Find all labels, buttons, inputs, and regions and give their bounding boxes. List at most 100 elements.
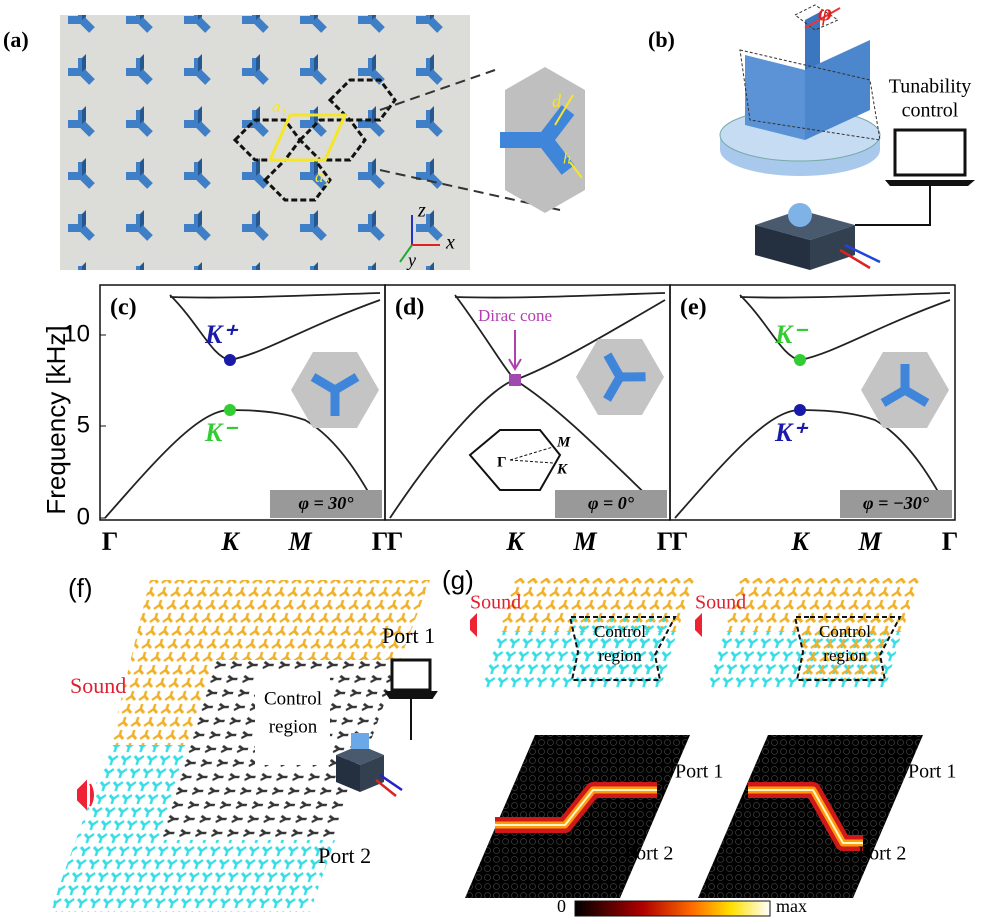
- brillouin-zone: [468, 429, 562, 491]
- panel-label: (f): [68, 573, 93, 603]
- shape-path: [554, 94, 583, 179]
- field-setup: Sound Control region: [695, 578, 920, 690]
- shape: [810, 225, 855, 270]
- lattice-vector-label: a₂: [315, 167, 330, 186]
- x-tick-label: K: [790, 527, 810, 556]
- angle-label: φ = 0°: [588, 493, 635, 513]
- shape-path: [268, 113, 348, 162]
- shape-path: [839, 248, 871, 270]
- panel-label: (g): [442, 565, 474, 595]
- x-tick-label: Γ: [657, 527, 674, 556]
- panel-b: (b) φ Tunability control: [648, 1, 975, 270]
- inset-unit: [603, 352, 646, 402]
- bz-path: [509, 446, 554, 464]
- band-curve: [169, 292, 381, 299]
- x-tick-label: Γ: [942, 527, 959, 556]
- region-label: region: [269, 716, 318, 737]
- angle-box: [840, 490, 952, 518]
- angle-label: φ: [818, 1, 832, 27]
- panel-f: (f) Sound Port 1 Port 2 Control region: [50, 573, 438, 912]
- shape-path: [885, 180, 975, 186]
- shape: [60, 15, 470, 270]
- caption: control: [902, 100, 959, 122]
- band-curve: [454, 292, 666, 299]
- panel-label: (c): [110, 295, 137, 321]
- panel-g: (g) 0 max Sound Control region Sound Control…: [442, 565, 956, 917]
- region-label: Control: [264, 688, 322, 709]
- shape: [745, 55, 805, 140]
- panel-label: (d): [395, 295, 424, 321]
- lower-point: [794, 404, 806, 416]
- axis-label: x: [445, 232, 455, 254]
- inset-unit: [880, 364, 930, 407]
- shape-path: [399, 244, 413, 263]
- upper-point: [794, 354, 806, 366]
- axis-label: y: [406, 250, 416, 270]
- shape: [805, 40, 870, 140]
- port-label: Port 1: [908, 761, 956, 783]
- shape: [893, 128, 967, 177]
- point-label: K⁺: [204, 320, 238, 349]
- lattice-vector-label: a₁: [272, 97, 286, 116]
- control-region: [568, 616, 677, 681]
- panel-label: (e): [680, 295, 707, 321]
- source-label: Sound: [70, 673, 126, 698]
- shape: [351, 733, 369, 749]
- shape-path: [384, 691, 438, 740]
- point-label: K⁺: [774, 418, 808, 447]
- port-label: Port 1: [382, 623, 435, 648]
- dimension-label: h: [563, 151, 571, 168]
- plot-frame: [669, 284, 956, 521]
- shape: [110, 580, 430, 745]
- port-label: Port 2: [318, 843, 371, 868]
- field-core: [495, 789, 657, 826]
- source-label: Sound: [470, 592, 521, 614]
- x-tick-label: M: [572, 527, 597, 556]
- shape: [390, 658, 432, 692]
- region-label: region: [823, 646, 867, 665]
- lattice-overlay: [698, 735, 923, 898]
- inset-unit: [310, 373, 360, 416]
- x-tick-label: Γ: [672, 527, 689, 556]
- y-axis-label: Frequency [kHz]: [41, 325, 71, 514]
- shape: [755, 225, 810, 270]
- x-tick-label: Γ: [387, 527, 404, 556]
- port-label: Port 2: [858, 843, 906, 865]
- caption: Tunability: [889, 76, 972, 98]
- y-tick-label: 10: [63, 320, 90, 347]
- region-label: region: [598, 646, 642, 665]
- x-tick-label: K: [505, 527, 525, 556]
- shape-path: [232, 78, 397, 202]
- shape-path: [855, 186, 931, 226]
- shape: [574, 900, 771, 917]
- x-tick-label: Γ: [102, 527, 119, 556]
- x-tick-label: M: [287, 527, 312, 556]
- field-map: Port 1 Port 2: [698, 735, 956, 898]
- region-label: Control: [819, 622, 871, 641]
- speaker: [470, 613, 477, 637]
- port-label: Port 2: [625, 843, 673, 865]
- lower-point: [224, 404, 236, 416]
- region-label: Control: [594, 622, 646, 641]
- bz-label: M: [556, 434, 571, 450]
- dirac-point: [509, 374, 521, 386]
- upper-point: [224, 354, 236, 366]
- panel-label: (a): [3, 27, 29, 52]
- axis-label: z: [417, 200, 426, 222]
- shape-path: [844, 243, 881, 264]
- port-label: Port 1: [675, 761, 723, 783]
- angle-label: φ = −30°: [863, 493, 930, 513]
- shape-path: [804, 7, 841, 29]
- y-tick-label: 0: [77, 503, 90, 530]
- band-panel: (e) Γ K M Γφ = −30° K⁻ K⁺: [669, 284, 959, 556]
- bz-label: K: [556, 461, 568, 477]
- point-label: K⁻: [204, 418, 238, 447]
- control-region: [793, 616, 902, 681]
- colorbar-label: max: [776, 896, 807, 916]
- field-setup: Sound Control region: [470, 578, 695, 690]
- shape-path: [500, 105, 575, 175]
- panel-label: (b): [648, 27, 675, 52]
- panel-a: (a) a₁ a₂ d h z x y: [3, 15, 585, 270]
